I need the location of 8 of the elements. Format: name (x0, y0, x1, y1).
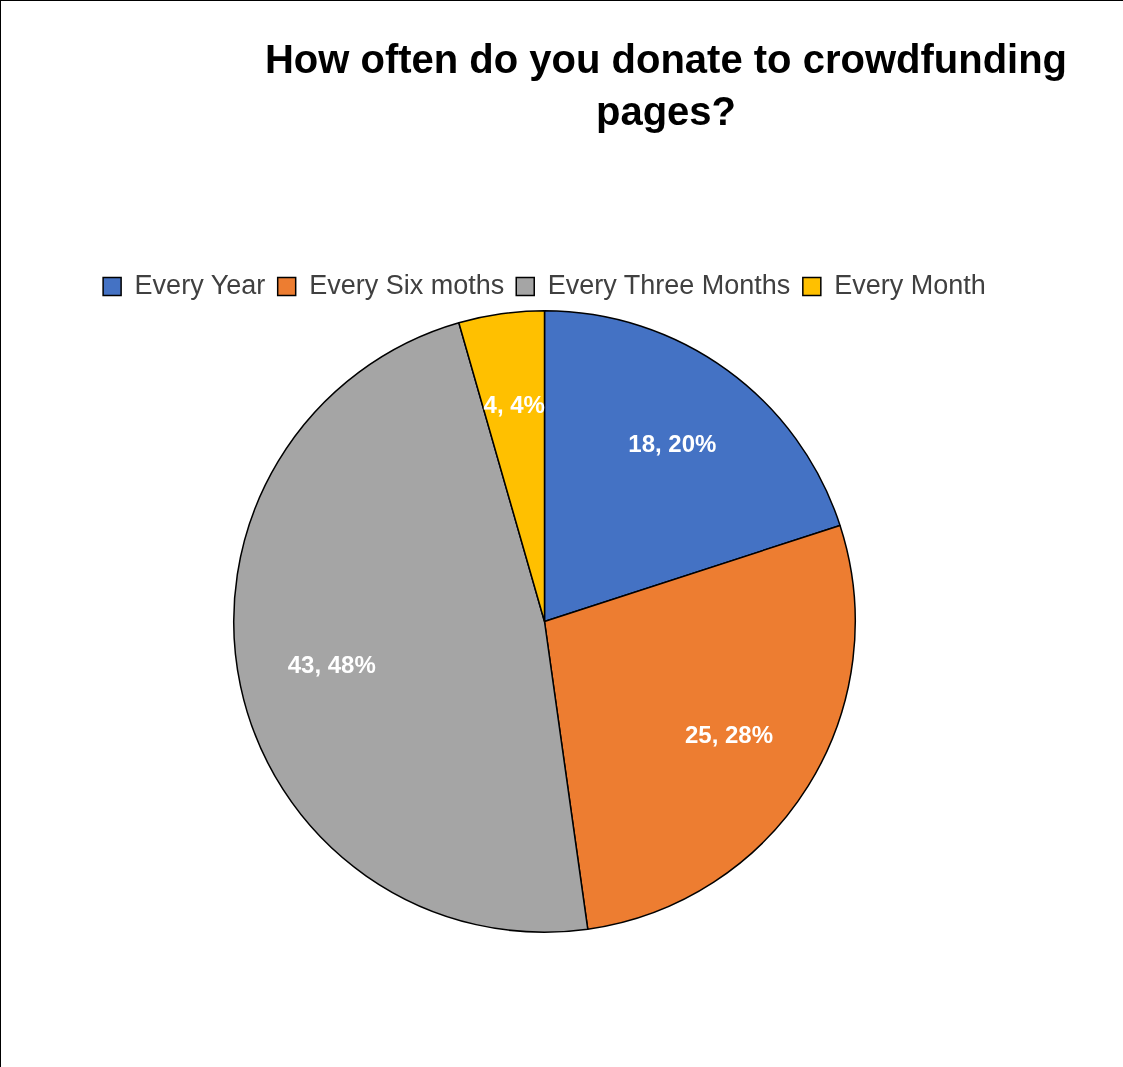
data-label: 18, 20% (628, 430, 717, 458)
legend-label: Every Month (834, 269, 986, 300)
legend-label: Every Six moths (309, 269, 505, 300)
legend-label: Every Year (134, 269, 266, 300)
data-label: 25, 28% (684, 721, 774, 749)
legend-label: Every Three Months (547, 269, 791, 300)
data-label: 43, 48% (287, 651, 376, 679)
chart-title: How often do you donate to crowdfunding pages? (263, 36, 1069, 135)
